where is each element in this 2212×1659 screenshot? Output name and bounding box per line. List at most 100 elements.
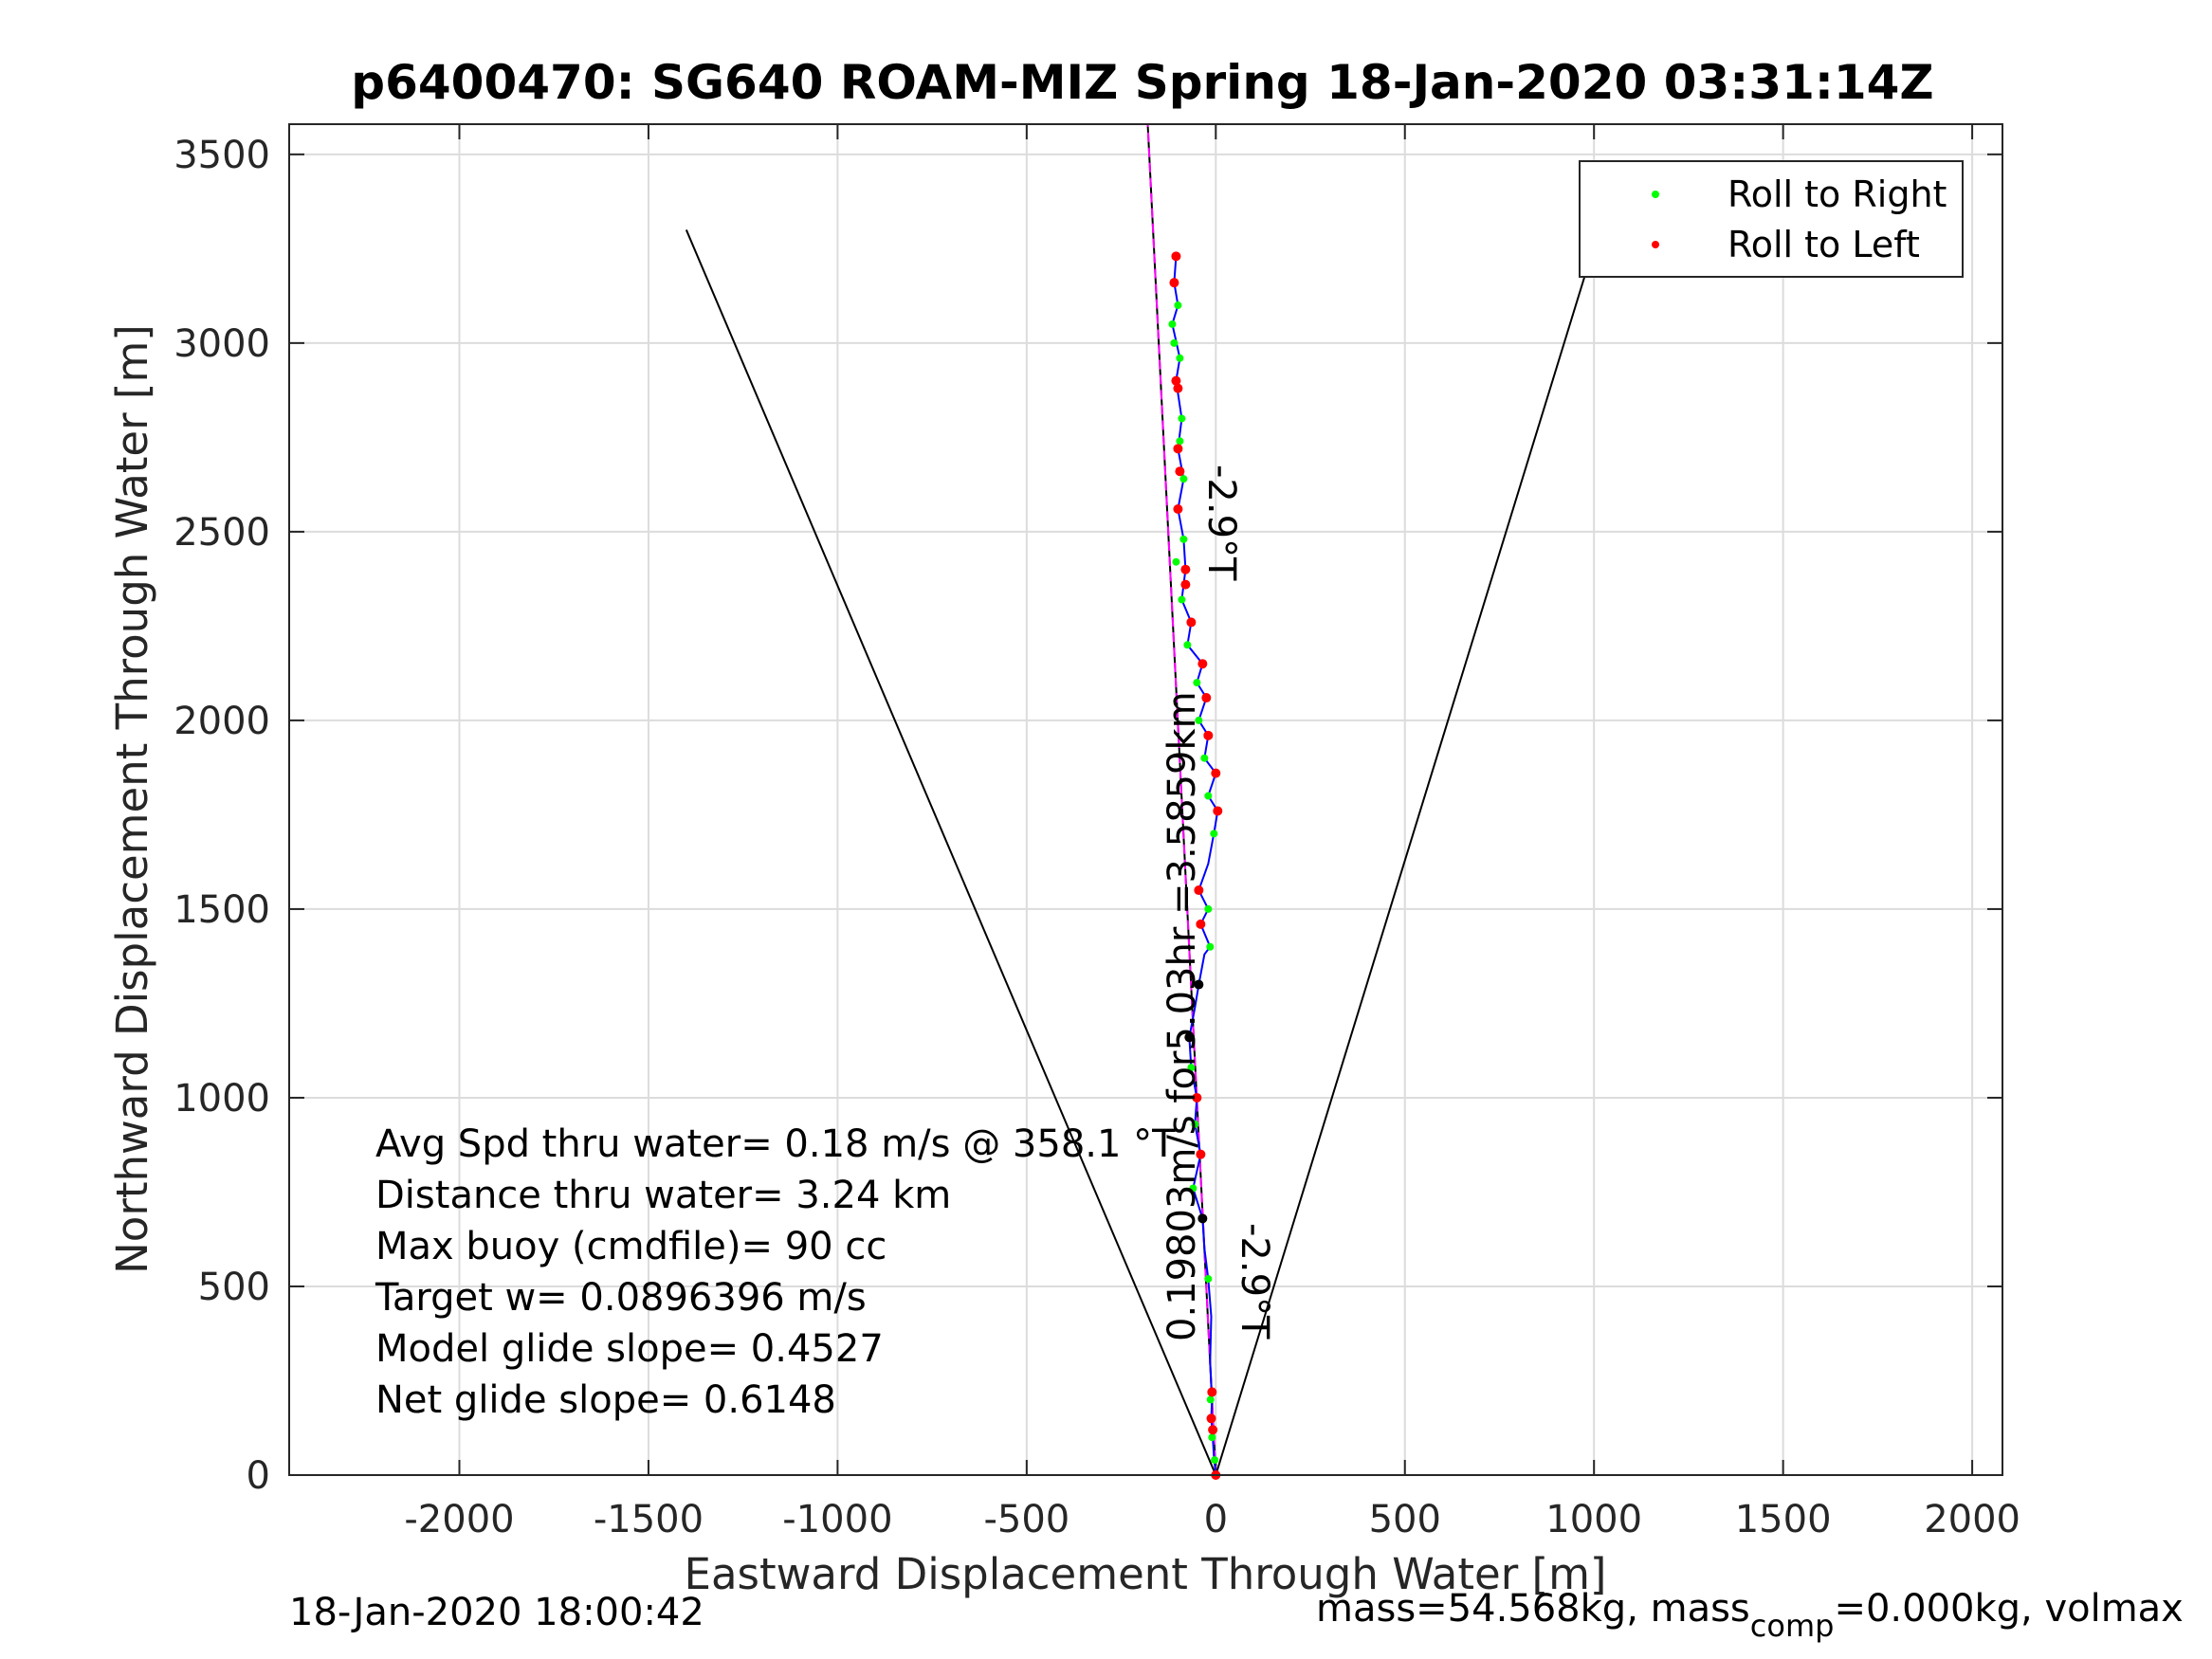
legend-box xyxy=(1579,160,1964,278)
roll-left-point xyxy=(1171,375,1181,386)
x-tick-label: 2000 xyxy=(1924,1498,2020,1541)
roll-left-point xyxy=(1194,885,1204,896)
stat-net-glide-slope: Net glide slope= 0.6148 xyxy=(375,1378,836,1422)
y-tick-label: 3000 xyxy=(174,322,270,366)
roll-left-point xyxy=(1196,1149,1206,1159)
legend-marker-roll-right xyxy=(1652,191,1659,198)
roll-right-point xyxy=(1208,1433,1216,1442)
y-tick-label: 500 xyxy=(198,1266,270,1309)
footer-timestamp: 18-Jan-2020 18:00:42 xyxy=(289,1591,704,1634)
roll-left-point xyxy=(1207,1387,1217,1397)
roll-left-point xyxy=(1206,1413,1216,1424)
cone-line-left xyxy=(685,229,1217,1476)
roll-right-point xyxy=(1204,904,1213,913)
series-layer xyxy=(685,123,1615,1480)
roll-left-point xyxy=(1203,730,1214,740)
roll-left-point xyxy=(1197,659,1208,669)
roll-left-point xyxy=(1173,383,1183,393)
roll-right-point xyxy=(1172,557,1180,566)
roll-left-point xyxy=(1208,1425,1218,1435)
roll-right-point xyxy=(1193,679,1201,687)
roll-right-point xyxy=(1178,414,1186,423)
heading-label-upper: -2.9°T xyxy=(1199,465,1243,581)
legend-label-roll-right: Roll to Right xyxy=(1728,173,1947,215)
roll-left-point xyxy=(1169,278,1179,288)
y-axis-ticks: 0 500 1000 1500 2000 2500 3000 3500 xyxy=(174,134,2002,1498)
roll-right-point xyxy=(1211,1456,1219,1465)
roll-right-point xyxy=(1179,475,1188,483)
roll-right-point xyxy=(1206,942,1215,951)
roll-right-point xyxy=(1189,1184,1197,1193)
roll-right-point xyxy=(1200,754,1209,762)
x-tick-label: -1000 xyxy=(782,1498,892,1541)
roll-right-point xyxy=(1176,354,1184,362)
footer-mass-tail: =0.000kg, volmax xyxy=(1834,1587,2183,1631)
chart-title: p6400470: SG640 ROAM-MIZ Spring 18-Jan-2… xyxy=(351,55,1933,110)
y-tick-label: 3500 xyxy=(174,134,270,177)
footer-mass-info: mass=54.568kg, masscomp=0.000kg, volmax xyxy=(1316,1587,2184,1644)
stat-distance: Distance thru water= 3.24 km xyxy=(375,1174,951,1217)
roll-right-point xyxy=(1179,535,1188,543)
roll-right-point xyxy=(1178,595,1186,604)
roll-left-point xyxy=(1186,617,1197,628)
heading-line xyxy=(1146,123,1217,1476)
roll-left-point xyxy=(1180,564,1191,574)
roll-left-point xyxy=(1211,768,1221,778)
roll-left-point xyxy=(1192,1092,1202,1103)
y-tick-label: 2000 xyxy=(174,700,270,743)
roll-right-point xyxy=(1206,1395,1215,1404)
plot-area xyxy=(289,124,2002,1475)
x-tick-label: 500 xyxy=(1369,1498,1441,1541)
heading-label-lower: -2.9°T xyxy=(1233,1223,1276,1340)
roll-left-point xyxy=(1171,251,1181,262)
roll-right-point xyxy=(1210,830,1218,838)
track-marker-point xyxy=(1184,1032,1195,1043)
roll-left-point xyxy=(1173,444,1183,454)
roll-right-point xyxy=(1168,319,1177,328)
roll-left-point xyxy=(1201,693,1212,703)
roll-right-point xyxy=(1187,1064,1196,1072)
x-tick-label: 1500 xyxy=(1735,1498,1832,1541)
footer-mass-subscript: comp xyxy=(1750,1608,1835,1644)
x-tick-label: 0 xyxy=(1204,1498,1228,1541)
roll-left-point xyxy=(1175,466,1185,477)
roll-right-point xyxy=(1195,716,1203,724)
roll-left-point xyxy=(1173,504,1183,515)
roll-right-point xyxy=(1174,301,1182,310)
roll-left-point xyxy=(1196,919,1206,929)
stat-target-w: Target w= 0.0896396 m/s xyxy=(375,1276,867,1320)
x-axis-ticks: -2000 -1500 -1000 -500 0 500 1000 1500 2000 xyxy=(404,124,2020,1541)
speed-distance-label: 0.19803m/s for5.03hr =3.5859km xyxy=(1161,691,1204,1341)
x-tick-label: -500 xyxy=(983,1498,1069,1541)
plot-frame xyxy=(288,123,2003,1476)
roll-right-point xyxy=(1204,1275,1213,1284)
stat-avg-speed: Avg Spd thru water= 0.18 m/s @ 358.1 °T xyxy=(375,1122,1176,1166)
roll-left-point xyxy=(1180,579,1191,590)
track-marker-point xyxy=(1197,1213,1208,1224)
y-tick-label: 0 xyxy=(247,1454,270,1498)
stat-model-glide-slope: Model glide slope= 0.4527 xyxy=(375,1327,884,1371)
footer-mass: mass=54.568kg, mass xyxy=(1316,1587,1750,1631)
stat-max-buoy: Max buoy (cmdfile)= 90 cc xyxy=(375,1225,887,1268)
legend-label-roll-left: Roll to Left xyxy=(1728,224,1920,265)
track-marker-point xyxy=(1194,979,1204,990)
y-tick-label: 1000 xyxy=(174,1077,270,1121)
roll-left-point xyxy=(1213,806,1223,816)
roll-right-point xyxy=(1191,1120,1199,1128)
roll-right-point xyxy=(1204,792,1213,800)
x-tick-label: -2000 xyxy=(404,1498,514,1541)
stats-block: Avg Spd thru water= 0.18 m/s @ 358.1 °T … xyxy=(375,1122,1176,1422)
x-tick-label: -1500 xyxy=(594,1498,704,1541)
roll-right-point xyxy=(1176,437,1184,446)
x-tick-label: 1000 xyxy=(1545,1498,1642,1541)
legend-marker-roll-left xyxy=(1652,241,1659,248)
cone-line-right xyxy=(1215,184,1615,1476)
y-tick-label: 1500 xyxy=(174,888,270,932)
legend: Roll to Right Roll to Left xyxy=(1579,160,1964,278)
y-axis-label: Northward Displacement Through Water [m] xyxy=(107,324,157,1274)
y-tick-label: 2500 xyxy=(174,511,270,555)
roll-right-point xyxy=(1170,338,1179,347)
roll-right-point xyxy=(1183,641,1192,649)
x-axis-label: Eastward Displacement Through Water [m] xyxy=(685,1549,1607,1599)
